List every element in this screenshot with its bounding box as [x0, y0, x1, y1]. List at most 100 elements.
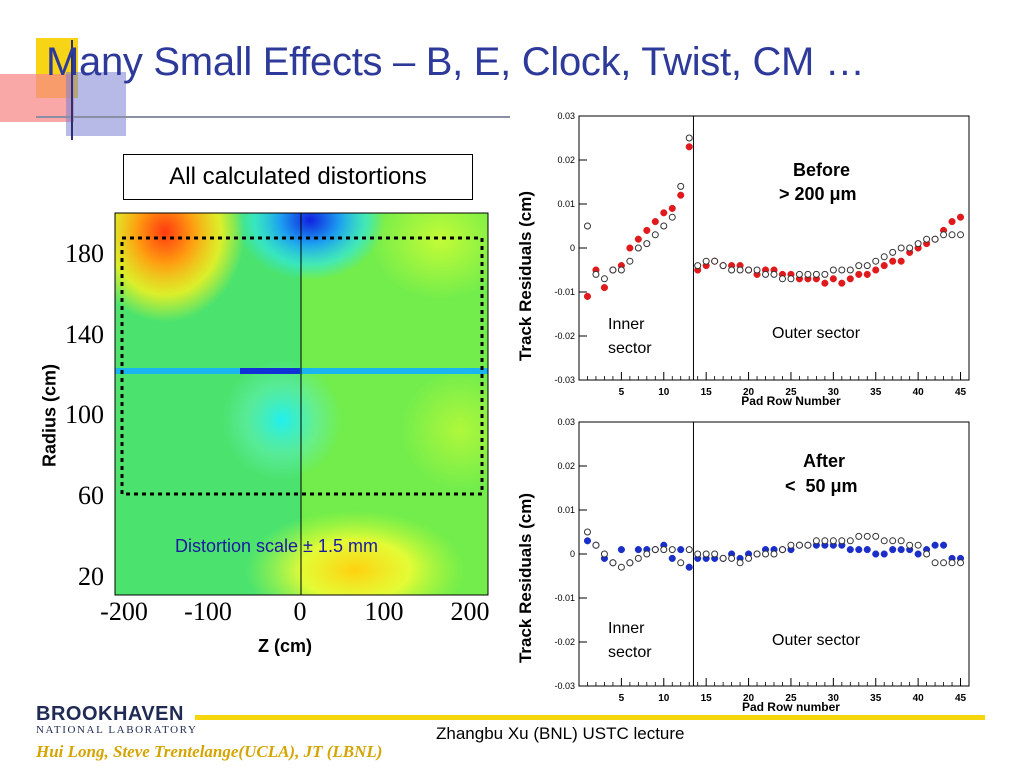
before-ytick-label: 0.02	[557, 155, 575, 165]
after-xtick-label: 10	[658, 693, 670, 704]
before-data-point	[600, 284, 608, 292]
before-data-point	[651, 231, 659, 239]
before-data-point	[702, 257, 710, 265]
before-data-point	[838, 279, 846, 287]
after-data-point	[880, 550, 888, 558]
before-data-point	[600, 275, 608, 283]
before-xtick-label: 5	[619, 387, 625, 398]
after-data-point	[660, 546, 668, 554]
before-data-point	[609, 266, 617, 274]
before-ytick-label: 0.03	[557, 111, 575, 121]
after-data-point	[872, 550, 880, 558]
after-data-point	[914, 550, 922, 558]
before-xtick-label: 20	[743, 387, 755, 398]
after-data-point	[821, 537, 829, 545]
after-data-point	[711, 550, 719, 558]
after-data-point	[931, 559, 939, 567]
before-xtick-label: 45	[955, 387, 967, 398]
after-background	[510, 414, 980, 716]
after-ytick-label: 0	[570, 549, 575, 559]
authors-credit: Hui Long, Steve Trentelange(UCLA), JT (L…	[36, 742, 383, 761]
before-data-point	[719, 262, 727, 270]
after-data-point	[626, 559, 634, 567]
before-data-point	[948, 231, 956, 239]
after-y-axis-label: Track Residuals (cm)	[516, 492, 536, 664]
before-data-point	[770, 270, 778, 278]
before-data-point	[872, 266, 880, 274]
title-decoration	[0, 38, 545, 140]
after-annotation-title: After	[803, 451, 846, 471]
before-xtick-label: 40	[913, 387, 925, 398]
before-data-point	[728, 266, 736, 274]
heatmap-y-axis-label: Radius (cm)	[39, 363, 60, 468]
after-ytick-label: 0.01	[557, 505, 575, 515]
before-data-point	[668, 213, 676, 221]
brookhaven-logo-subtitle: NATIONAL LABORATORY	[36, 724, 198, 736]
before-annotation-title: Before	[793, 160, 851, 180]
after-data-point	[677, 559, 685, 567]
after-xtick-label: 15	[701, 693, 713, 704]
after-data-point	[651, 546, 659, 554]
before-data-point	[795, 270, 803, 278]
after-ytick-label: -0.03	[554, 681, 575, 691]
before-data-point	[685, 143, 693, 151]
before-data-point	[880, 262, 888, 270]
before-data-point	[643, 226, 651, 234]
after-xtick-label: 20	[743, 693, 755, 704]
before-x-axis-label: Pad Row Number	[741, 394, 841, 408]
after-data-point	[668, 554, 676, 562]
after-data-point	[634, 554, 642, 562]
before-data-point	[914, 240, 922, 248]
after-data-point	[923, 550, 931, 558]
footer-line	[195, 715, 985, 720]
before-data-point	[931, 235, 939, 243]
before-data-point	[829, 266, 837, 274]
distortion-heatmap	[114, 212, 489, 596]
before-data-point	[897, 257, 905, 265]
heatmap-xtick: 100	[364, 597, 404, 626]
after-data-point	[880, 537, 888, 545]
after-xtick-label: 30	[828, 693, 840, 704]
before-xtick-label: 10	[658, 387, 670, 398]
after-data-point	[863, 546, 871, 554]
after-data-point	[872, 532, 880, 540]
after-data-point	[745, 554, 753, 562]
after-data-point	[677, 546, 685, 554]
after-x-axis-label: Pad Row number	[742, 700, 840, 714]
residuals-before-chart: 0.03 0.02 0.01 0 -0.01 -0.02 -0.03 5 10 15 20 25 30 3…	[510, 108, 980, 408]
after-data-point	[617, 563, 625, 571]
after-data-point	[931, 541, 939, 549]
after-data-point	[719, 554, 727, 562]
distortion-scale-note: Distortion scale ± 1.5 mm	[175, 536, 378, 556]
after-data-point	[948, 559, 956, 567]
before-data-point	[957, 231, 965, 239]
before-ytick-label: 0.01	[557, 199, 575, 209]
after-data-point	[609, 559, 617, 567]
heatmap-x-axis-label: Z (cm)	[258, 636, 312, 656]
before-data-point	[711, 257, 719, 265]
before-outer-label: Outer sector	[772, 325, 861, 342]
before-xtick-label: 15	[701, 387, 713, 398]
before-inner-label: Inner	[608, 316, 645, 333]
before-data-point	[736, 266, 744, 274]
before-data-point	[694, 262, 702, 270]
heatmap-xtick: -200	[100, 597, 148, 626]
before-data-point	[660, 222, 668, 230]
after-data-point	[804, 541, 812, 549]
heatmap-xtick: -100	[184, 597, 232, 626]
after-data-point	[617, 546, 625, 554]
after-inner-label: sector	[608, 644, 652, 661]
brookhaven-logo: BROOKHAVEN	[36, 703, 184, 725]
before-xtick-label: 35	[870, 387, 882, 398]
before-data-point	[855, 270, 863, 278]
heatmap-xtick: 0	[293, 597, 307, 626]
after-data-point	[583, 537, 592, 545]
before-data-point	[753, 266, 761, 274]
after-data-point	[736, 559, 744, 567]
after-xtick-label: 40	[913, 693, 925, 704]
after-data-point	[694, 550, 702, 558]
before-xtick-label: 25	[785, 387, 797, 398]
after-data-point	[897, 537, 905, 545]
after-data-point	[795, 541, 803, 549]
after-data-point	[583, 528, 591, 536]
